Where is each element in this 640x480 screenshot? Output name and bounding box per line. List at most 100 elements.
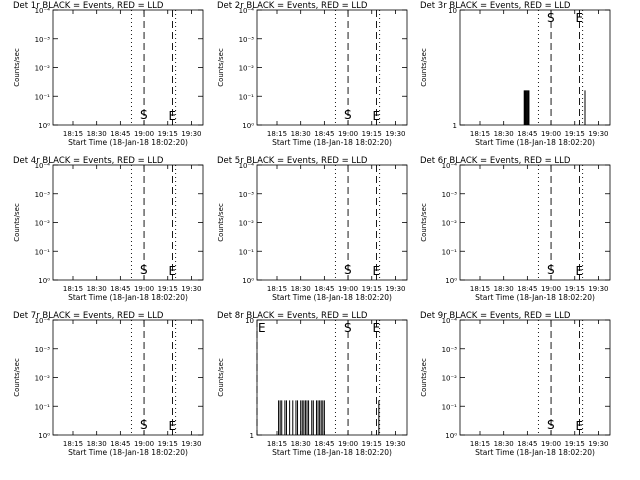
x-tick-label: 19:30 [181, 285, 201, 293]
x-tick-label: 19:15 [158, 130, 178, 138]
y-tick-label: 10⁻² [239, 65, 255, 73]
x-tick-label: 18:15 [63, 130, 83, 138]
end-marker-label: E [258, 321, 266, 335]
x-axis-label: Start Time (18-Jan-18 18:02:20) [68, 448, 188, 457]
start-marker-label: S [547, 418, 555, 432]
panel-title: Det 9r BLACK = Events, RED = LLD [420, 311, 571, 321]
panel-title: Det 6r BLACK = Events, RED = LLD [420, 156, 571, 166]
plot-frame [459, 9, 611, 126]
y-tick-label: 10⁻⁴ [442, 162, 458, 170]
y-tick-label: 10⁰ [242, 277, 254, 285]
x-tick-label: 19:00 [338, 440, 358, 448]
y-tick-label: 10⁻¹ [239, 248, 255, 256]
x-tick-label: 18:15 [63, 440, 83, 448]
y-tick-label: 10⁻³ [239, 191, 255, 199]
y-tick-label: 10⁻² [442, 220, 458, 228]
y-tick-label: 10⁰ [445, 432, 457, 440]
y-tick-label: 10⁻³ [239, 36, 255, 44]
y-tick-label: 10⁻¹ [35, 403, 51, 411]
y-tick-label: 10⁻³ [35, 346, 51, 354]
x-tick-label: 18:45 [314, 285, 334, 293]
x-tick-label: 18:30 [291, 285, 311, 293]
x-tick-label: 19:30 [588, 440, 608, 448]
x-tick-label: 18:30 [87, 440, 107, 448]
y-tick-label: 10⁻³ [442, 346, 458, 354]
y-axis-label: Counts/sec [13, 48, 21, 87]
x-tick-label: 19:00 [134, 130, 154, 138]
y-axis-label: Counts/sec [217, 203, 225, 242]
panel-title: Det 3r BLACK = Events, RED = LLD [420, 1, 571, 11]
x-axis-label: Start Time (18-Jan-18 18:02:20) [475, 448, 595, 457]
x-tick-label: 18:45 [314, 440, 334, 448]
y-tick-label: 10⁰ [445, 277, 457, 285]
x-tick-label: 19:00 [338, 130, 358, 138]
x-tick-label: 18:30 [291, 440, 311, 448]
y-tick-label: 10 [448, 7, 457, 15]
y-tick-label: 10⁻³ [35, 36, 51, 44]
start-marker-label: S [140, 263, 148, 277]
y-tick-label: 10⁻¹ [442, 248, 458, 256]
start-marker-label: S [547, 11, 555, 25]
x-tick-label: 19:15 [158, 285, 178, 293]
y-tick-label: 10⁻⁴ [442, 317, 458, 325]
x-tick-label: 18:15 [267, 130, 287, 138]
y-tick-label: 1 [453, 122, 457, 130]
x-tick-label: 18:45 [314, 130, 334, 138]
end-marker-label: E [168, 264, 176, 278]
y-tick-label: 10⁰ [38, 122, 50, 130]
panel-title: Det 5r BLACK = Events, RED = LLD [217, 156, 368, 166]
x-tick-label: 18:45 [110, 285, 130, 293]
x-tick-label: 19:30 [385, 440, 405, 448]
y-tick-label: 10⁰ [242, 122, 254, 130]
y-tick-label: 10⁻² [239, 220, 255, 228]
x-axis-label: Start Time (18-Jan-18 18:02:20) [272, 138, 392, 147]
start-marker-label: S [140, 108, 148, 122]
y-tick-label: 10⁻⁴ [35, 162, 51, 170]
x-tick-label: 19:15 [565, 130, 585, 138]
y-tick-label: 10⁻⁴ [35, 317, 51, 325]
end-marker-label: E [168, 419, 176, 433]
y-tick-label: 10⁻¹ [35, 93, 51, 101]
x-tick-label: 18:30 [87, 130, 107, 138]
panel-title: Det 8r BLACK = Events, RED = LLD [217, 311, 368, 321]
y-axis-label: Counts/sec [217, 48, 225, 87]
panel-1: Det 1r BLACK = Events, RED = LLD S E 10⁰ 10⁻… [13, 1, 204, 147]
x-tick-label: 19:15 [565, 285, 585, 293]
x-axis-label: Start Time (18-Jan-18 18:02:20) [68, 138, 188, 147]
y-tick-label: 10⁻¹ [239, 93, 255, 101]
x-tick-label: 18:15 [63, 285, 83, 293]
panel-title: Det 7r BLACK = Events, RED = LLD [13, 311, 164, 321]
x-tick-label: 19:30 [588, 285, 608, 293]
panel-title: Det 1r BLACK = Events, RED = LLD [13, 1, 164, 11]
y-axis-label: Counts/sec [420, 48, 428, 87]
x-tick-label: 18:15 [267, 440, 287, 448]
y-axis-label: Counts/sec [13, 358, 21, 397]
end-marker-label: E [168, 109, 176, 123]
y-axis-label: Counts/sec [13, 203, 21, 242]
x-axis-label: Start Time (18-Jan-18 18:02:20) [68, 293, 188, 302]
x-tick-label: 19:30 [181, 130, 201, 138]
y-tick-label: 10⁰ [38, 432, 50, 440]
x-tick-label: 19:30 [181, 440, 201, 448]
panel-6: Det 6r BLACK = Events, RED = LLD S E 10⁰ 10⁻… [420, 156, 611, 302]
start-marker-label: S [140, 418, 148, 432]
start-marker-label: S [344, 108, 352, 122]
panel-4: Det 4r BLACK = Events, RED = LLD S E 10⁰ 10⁻… [13, 156, 204, 302]
x-tick-label: 18:45 [110, 130, 130, 138]
y-tick-label: 10⁻¹ [35, 248, 51, 256]
x-tick-label: 18:45 [517, 440, 537, 448]
x-tick-label: 18:45 [110, 440, 130, 448]
y-tick-label: 10⁻⁴ [239, 162, 255, 170]
x-tick-label: 18:30 [494, 130, 514, 138]
x-tick-label: 19:15 [158, 440, 178, 448]
y-tick-label: 10 [245, 317, 254, 325]
x-tick-label: 19:15 [362, 285, 382, 293]
y-tick-label: 10⁻² [35, 65, 51, 73]
x-tick-label: 18:30 [494, 440, 514, 448]
x-tick-label: 18:15 [470, 130, 490, 138]
x-tick-label: 19:30 [385, 130, 405, 138]
y-axis-label: Counts/sec [420, 203, 428, 242]
